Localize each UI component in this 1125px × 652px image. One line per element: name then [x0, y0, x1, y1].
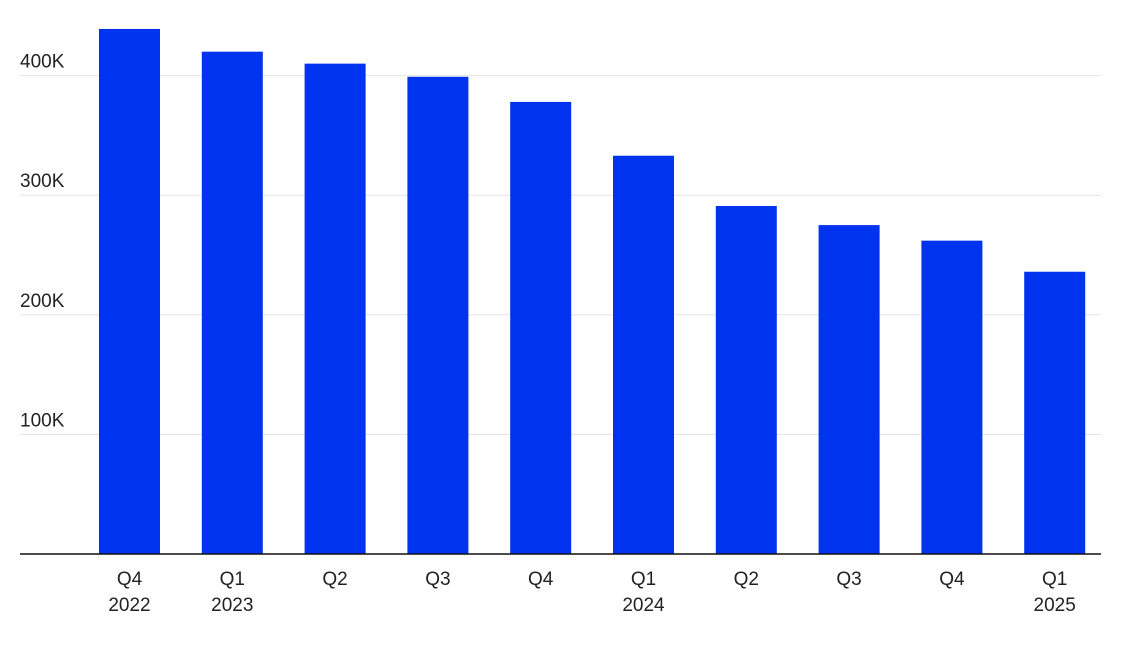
x-tick-label-quarter: Q3 — [425, 569, 450, 590]
bar — [201, 51, 263, 555]
bar — [1024, 271, 1086, 554]
x-tick-label-quarter: Q4 — [939, 569, 965, 590]
bar — [921, 240, 983, 554]
bar — [818, 225, 880, 554]
bar — [613, 155, 674, 554]
x-tick-label-quarter: Q1 — [220, 569, 245, 590]
x-tick-label-year: 2024 — [622, 595, 665, 616]
bars — [99, 28, 1086, 555]
bar — [510, 101, 572, 555]
x-tick-label-quarter: Q4 — [528, 569, 554, 590]
bar — [99, 28, 160, 555]
x-tick-label-quarter: Q2 — [322, 569, 347, 590]
y-tick-label: 200K — [20, 291, 65, 312]
y-tick-label: 100K — [20, 410, 65, 431]
x-tick-label-year: 2023 — [211, 595, 253, 616]
x-axis-tick-labels: Q4 2022 Q1 2023 Q2 Q3 Q4 Q1 2024 Q2 Q3 Q4 Q1 2025 — [108, 569, 1075, 616]
x-tick-label-quarter: Q3 — [836, 569, 861, 590]
y-tick-label: 400K — [20, 52, 65, 73]
x-tick-label-quarter: Q1 — [631, 569, 656, 590]
y-tick-label: 300K — [20, 171, 65, 192]
x-tick-label-year: 2025 — [1034, 595, 1076, 616]
x-tick-label-quarter: Q1 — [1042, 569, 1067, 590]
x-tick-label-quarter: Q2 — [734, 569, 759, 590]
x-tick-label-quarter: Q4 — [117, 569, 143, 590]
bar — [715, 205, 777, 555]
y-axis-tick-labels: 100K 200K 300K 400K — [20, 52, 65, 432]
bar — [304, 63, 366, 554]
bar — [407, 76, 469, 555]
x-tick-label-year: 2022 — [108, 595, 150, 616]
